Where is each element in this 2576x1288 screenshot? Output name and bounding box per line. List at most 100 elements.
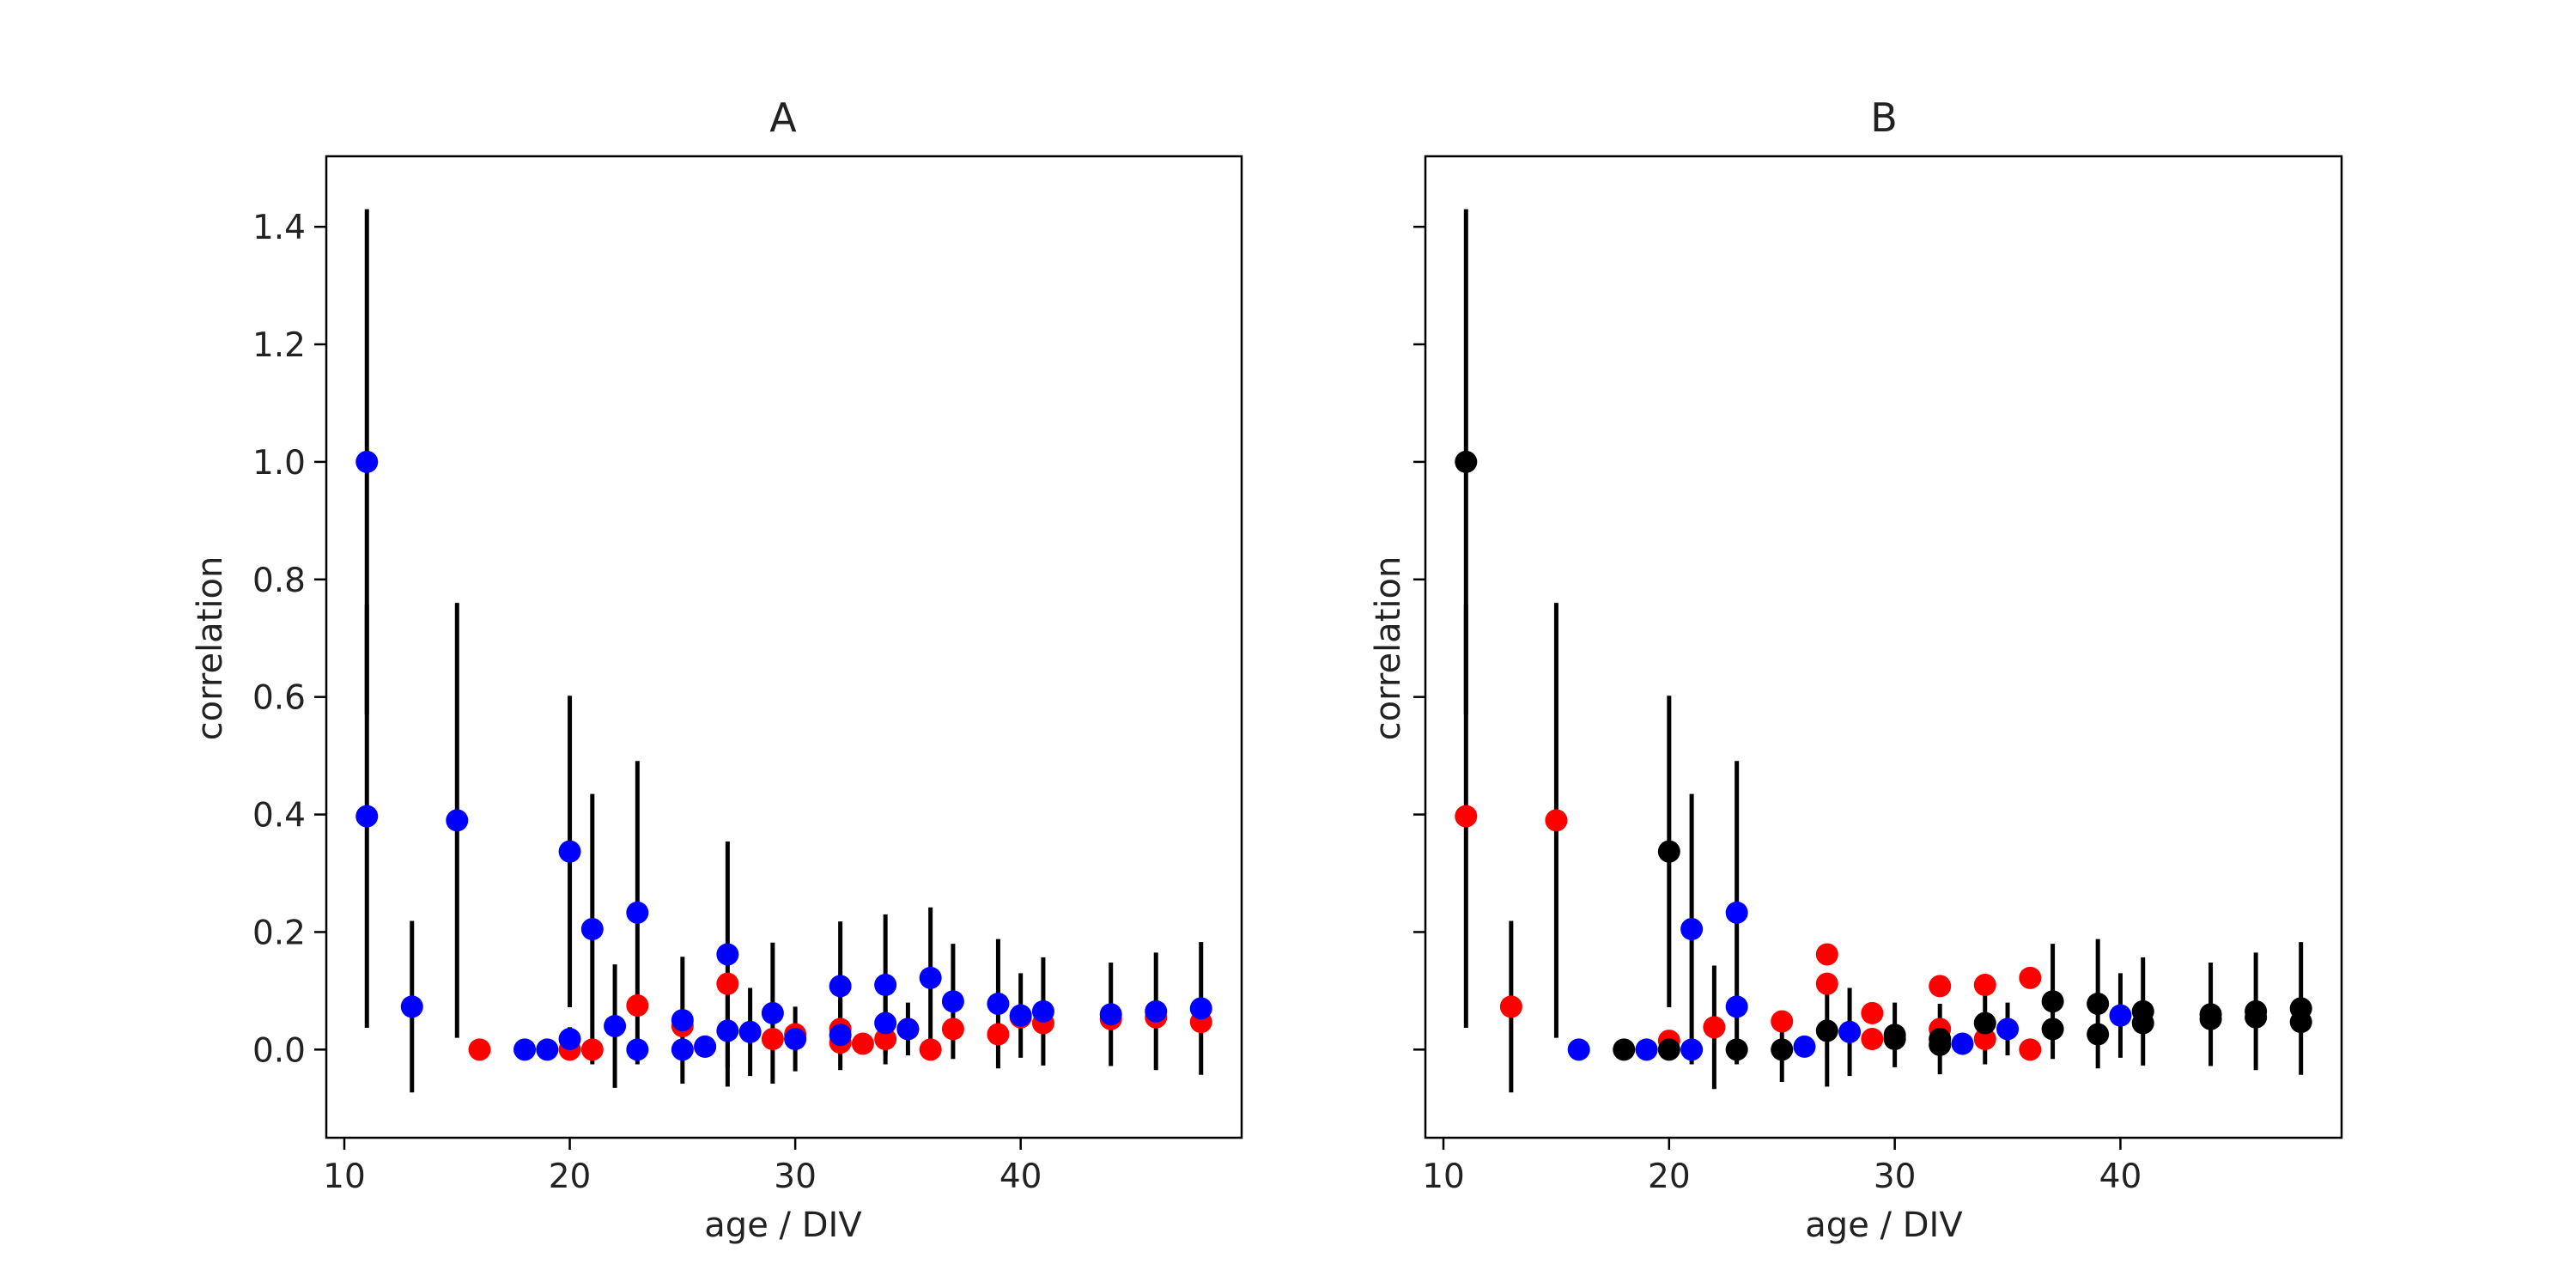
data-point [738, 1020, 762, 1043]
data-point [355, 805, 379, 828]
data-point [400, 995, 423, 1018]
data-point [2087, 1023, 2110, 1046]
data-point [1099, 1003, 1122, 1026]
data-point [896, 1018, 920, 1041]
axes-frame: 10 20 30 40 0.0 0.2 0.4 0.6 0.8 1.0 1.2 1.4 [252, 155, 1243, 1196]
data-point [694, 1035, 717, 1058]
data-point [1657, 1038, 1680, 1061]
panel-b: B age / DIV correlation 10 20 30 40 [1369, 94, 2343, 1245]
data-point [919, 1038, 942, 1061]
data-point [1815, 972, 1838, 995]
y-tick-label: 0.6 [252, 679, 306, 718]
panel-a: A age / DIV correlation 10 20 30 40 0.0 0.2 0.… [191, 94, 1243, 1245]
y-axis-label: correlation [1369, 556, 1408, 741]
data-point [1883, 1028, 1906, 1051]
x-tick-label: 40 [999, 1157, 1042, 1196]
data-point [2019, 966, 2042, 989]
data-point [874, 974, 897, 997]
x-tick-label: 30 [774, 1157, 817, 1196]
axes-box [325, 155, 1243, 1139]
y-tick-label: 0.4 [252, 797, 306, 835]
panel-title: B [1870, 94, 1898, 141]
x-tick-label: 20 [1648, 1157, 1691, 1196]
data-point [604, 1014, 627, 1037]
data-point [1973, 1028, 1996, 1051]
data-point [716, 943, 739, 966]
y-tick-label: 0.0 [252, 1031, 306, 1070]
data-point [1973, 974, 1996, 997]
x-axis-label: age / DIV [1805, 1206, 1963, 1245]
y-tick-label: 0.8 [252, 562, 306, 600]
y-axis-label: correlation [191, 556, 230, 741]
x-tick-label: 40 [2099, 1157, 2142, 1196]
data-point [1189, 997, 1212, 1020]
data-point [987, 992, 1010, 1015]
data-point [784, 1028, 807, 1051]
data-point [626, 994, 649, 1018]
data-layer [1455, 209, 2312, 1093]
data-point [1725, 995, 1748, 1018]
data-layer [355, 209, 1212, 1093]
y-tick-label: 0.2 [252, 914, 306, 952]
data-point [1951, 1032, 1974, 1055]
data-point [874, 1028, 897, 1051]
data-point [761, 1028, 784, 1051]
data-point [2131, 1012, 2154, 1035]
data-point [987, 1023, 1010, 1046]
y-tick-label: 1.0 [252, 444, 306, 483]
data-point [1861, 1028, 1884, 1051]
data-point [716, 972, 739, 995]
data-point [716, 1019, 739, 1042]
data-point [2245, 1005, 2268, 1029]
data-point [536, 1038, 559, 1061]
data-point [2109, 1004, 2132, 1027]
data-point [626, 901, 649, 924]
data-point [919, 966, 942, 989]
data-point [1973, 1012, 1996, 1035]
data-point [1455, 450, 1478, 473]
data-point [626, 1038, 649, 1061]
data-point [761, 1001, 784, 1024]
data-point [1567, 1038, 1590, 1061]
data-point [1725, 901, 1748, 924]
data-point [580, 918, 604, 941]
data-point [1635, 1038, 1658, 1061]
axes-frame: 10 20 30 40 [1413, 155, 2343, 1196]
data-point [1771, 1038, 1794, 1061]
x-tick-label: 20 [549, 1157, 592, 1196]
data-point [1545, 809, 1568, 832]
data-point [874, 1012, 897, 1035]
data-point [1815, 1019, 1838, 1042]
data-point [1613, 1038, 1636, 1061]
data-point [671, 1009, 694, 1032]
x-tick-label: 10 [323, 1157, 366, 1196]
data-point [941, 1018, 964, 1041]
y-tick-label: 1.2 [252, 326, 306, 365]
data-point [829, 1024, 852, 1047]
data-point [1680, 1038, 1704, 1061]
data-point [1145, 999, 1168, 1023]
data-point [446, 809, 469, 832]
data-point [1031, 999, 1054, 1023]
x-tick-label: 30 [1874, 1157, 1917, 1196]
data-point [580, 1038, 604, 1061]
data-point [513, 1038, 537, 1061]
data-point [1455, 805, 1478, 828]
data-point [1703, 1016, 1726, 1039]
data-point [1996, 1018, 2020, 1041]
data-point [1725, 1038, 1748, 1061]
data-point [1009, 1004, 1032, 1027]
data-point [558, 1028, 581, 1051]
data-point [1838, 1020, 1862, 1043]
data-point [2041, 1018, 2064, 1041]
data-point [941, 990, 964, 1013]
x-tick-label: 10 [1422, 1157, 1465, 1196]
data-point [1929, 975, 1952, 998]
data-point [2019, 1038, 2042, 1061]
data-point [1771, 1010, 1794, 1033]
data-point [1861, 1001, 1884, 1024]
axes-box [1424, 155, 2343, 1139]
y-tick-label: 1.4 [252, 209, 306, 247]
data-point [1815, 943, 1838, 966]
